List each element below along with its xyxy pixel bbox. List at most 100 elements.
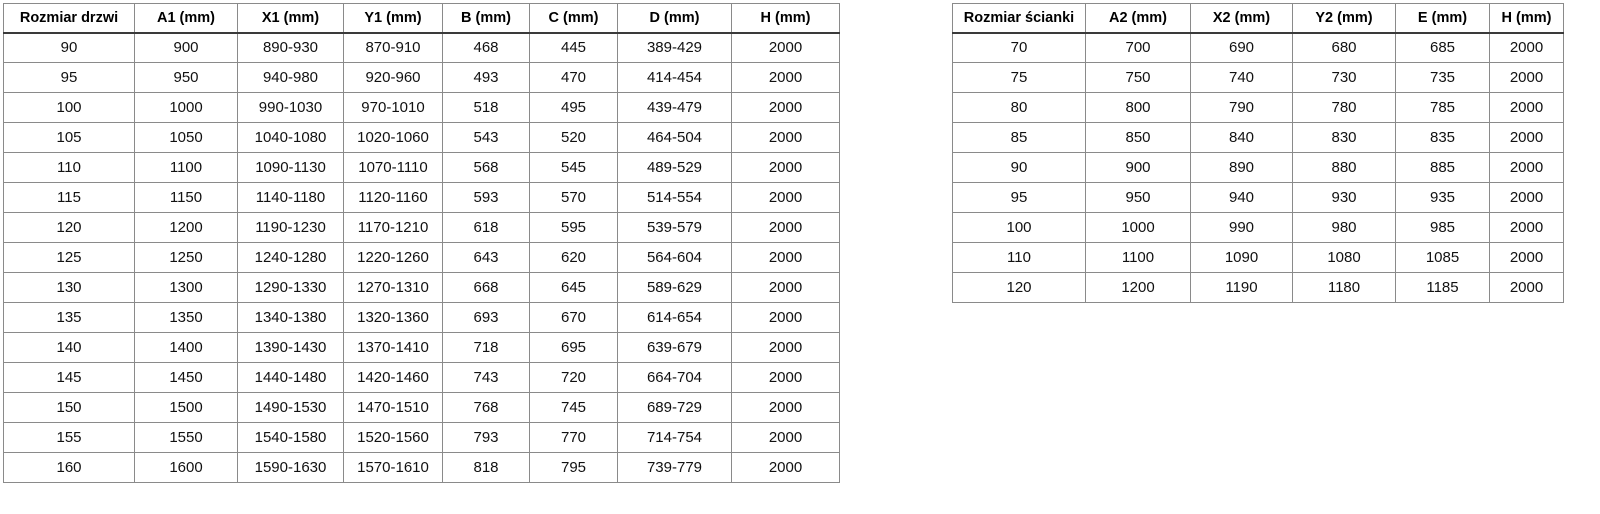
table-row: 95 950 940 930 935 2000: [952, 182, 1564, 213]
table-cell: 1270-1310: [343, 272, 443, 303]
table-cell: 930: [1292, 182, 1396, 213]
table-cell: 1490-1530: [237, 392, 344, 423]
table-cell: 2000: [731, 152, 840, 183]
column-header: H (mm): [1489, 3, 1564, 34]
table-cell: 468: [442, 32, 530, 63]
table-cell: 835: [1395, 122, 1490, 153]
table-row: 95 950 940-980 920-960 493 470 414-454 2000: [3, 62, 840, 93]
row-size-cell: 85: [952, 122, 1086, 153]
table-cell: 2000: [1489, 272, 1564, 303]
table-cell: 740: [1190, 62, 1293, 93]
column-header: Y1 (mm): [343, 3, 443, 34]
table-cell: 2000: [731, 302, 840, 333]
table-cell: 1600: [134, 452, 238, 483]
table-cell: 890-930: [237, 32, 344, 63]
column-header: X2 (mm): [1190, 3, 1293, 34]
table-cell: 2000: [1489, 122, 1564, 153]
table-cell: 2000: [1489, 32, 1564, 63]
table-cell: 1200: [134, 212, 238, 243]
table-cell: 735: [1395, 62, 1490, 93]
column-header: B (mm): [442, 3, 530, 34]
table-cell: 2000: [731, 422, 840, 453]
table-cell: 595: [529, 212, 618, 243]
table-cell: 1220-1260: [343, 242, 443, 273]
row-size-cell: 110: [3, 152, 135, 183]
table-cell: 720: [529, 362, 618, 393]
table-cell: 935: [1395, 182, 1490, 213]
row-size-cell: 75: [952, 62, 1086, 93]
table-cell: 518: [442, 92, 530, 123]
table-cell: 645: [529, 272, 618, 303]
row-size-cell: 130: [3, 272, 135, 303]
table-cell: 1190: [1190, 272, 1293, 303]
table-cell: 980: [1292, 212, 1396, 243]
table-cell: 885: [1395, 152, 1490, 183]
row-size-cell: 100: [952, 212, 1086, 243]
table-cell: 1470-1510: [343, 392, 443, 423]
table-cell: 495: [529, 92, 618, 123]
table-row: 135 1350 1340-1380 1320-1360 693 670 614-654 20…: [3, 302, 840, 333]
table-cell: 780: [1292, 92, 1396, 123]
table-cell: 1090: [1190, 242, 1293, 273]
row-size-cell: 100: [3, 92, 135, 123]
table-cell: 1040-1080: [237, 122, 344, 153]
table-cell: 593: [442, 182, 530, 213]
table-cell: 730: [1292, 62, 1396, 93]
table-row: 105 1050 1040-1080 1020-1060 543 520 464-504 20…: [3, 122, 840, 153]
table-cell: 2000: [731, 62, 840, 93]
table-cell: 668: [442, 272, 530, 303]
table-header-row: Rozmiar drzwi A1 (mm) X1 (mm) Y1 (mm) B (mm)…: [3, 3, 840, 34]
table-cell: 1520-1560: [343, 422, 443, 453]
row-size-cell: 105: [3, 122, 135, 153]
table-cell: 920-960: [343, 62, 443, 93]
table-cell: 2000: [731, 362, 840, 393]
table-cell: 1250: [134, 242, 238, 273]
table-cell: 543: [442, 122, 530, 153]
wall-table-header: Rozmiar ścianki A2 (mm) X2 (mm) Y2 (mm) E (m…: [952, 3, 1564, 34]
table-cell: 880: [1292, 152, 1396, 183]
table-cell: 1070-1110: [343, 152, 443, 183]
table-cell: 445: [529, 32, 618, 63]
table-cell: 464-504: [617, 122, 732, 153]
wall-table-body: 70 700 690 680 685 2000 75 750 740 730 735 2000 80 80…: [952, 32, 1564, 303]
column-header: A2 (mm): [1085, 3, 1191, 34]
table-cell: 739-779: [617, 452, 732, 483]
table-cell: 1170-1210: [343, 212, 443, 243]
table-cell: 1290-1330: [237, 272, 344, 303]
table-cell: 2000: [1489, 182, 1564, 213]
table-cell: 470: [529, 62, 618, 93]
table-cell: 745: [529, 392, 618, 423]
table-cell: 700: [1085, 32, 1191, 63]
table-row: 140 1400 1390-1430 1370-1410 718 695 639-679 20…: [3, 332, 840, 363]
table-cell: 1150: [134, 182, 238, 213]
table-cell: 900: [134, 32, 238, 63]
table-cell: 2000: [731, 242, 840, 273]
table-cell: 680: [1292, 32, 1396, 63]
table-cell: 389-429: [617, 32, 732, 63]
column-header: C (mm): [529, 3, 618, 34]
row-size-cell: 90: [952, 152, 1086, 183]
table-cell: 830: [1292, 122, 1396, 153]
row-size-cell: 120: [3, 212, 135, 243]
table-cell: 1000: [1085, 212, 1191, 243]
table-cell: 950: [134, 62, 238, 93]
table-cell: 1050: [134, 122, 238, 153]
table-cell: 870-910: [343, 32, 443, 63]
table-cell: 643: [442, 242, 530, 273]
table-cell: 2000: [731, 32, 840, 63]
table-cell: 1540-1580: [237, 422, 344, 453]
table-cell: 2000: [1489, 152, 1564, 183]
table-row: 100 1000 990 980 985 2000: [952, 212, 1564, 243]
table-row: 80 800 790 780 785 2000: [952, 92, 1564, 123]
row-size-cell: 125: [3, 242, 135, 273]
table-cell: 1550: [134, 422, 238, 453]
table-cell: 489-529: [617, 152, 732, 183]
table-cell: 940: [1190, 182, 1293, 213]
table-row: 70 700 690 680 685 2000: [952, 32, 1564, 63]
table-cell: 768: [442, 392, 530, 423]
table-cell: 1100: [1085, 242, 1191, 273]
table-cell: 714-754: [617, 422, 732, 453]
column-header: Rozmiar drzwi: [3, 3, 135, 34]
table-cell: 900: [1085, 152, 1191, 183]
